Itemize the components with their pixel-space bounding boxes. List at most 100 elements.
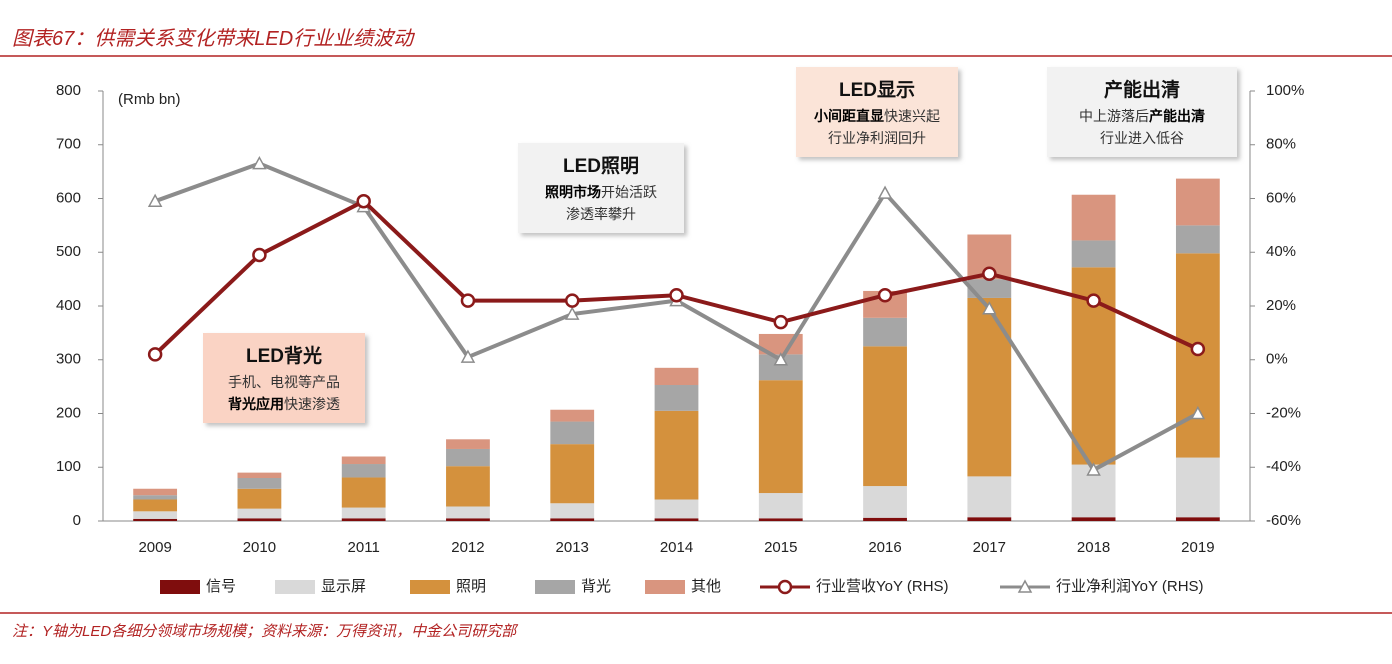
footnote: 注：Y轴为LED各细分领域市场规模；资料来源：万得资讯，中金公司研究部 <box>12 623 519 640</box>
legend-swatch <box>160 580 200 594</box>
y-tick-label: 0 <box>73 512 81 529</box>
y-tick-label: 100 <box>56 458 81 475</box>
line-marker <box>773 314 789 330</box>
bar-segment <box>446 448 490 467</box>
annotation-segment: 照明市场 <box>545 184 601 200</box>
bar-segment <box>446 518 490 521</box>
bar-segment <box>758 380 803 494</box>
y2-tick-label: 80% <box>1266 136 1296 153</box>
bar-segment <box>1175 225 1220 254</box>
line-marker <box>1190 405 1206 420</box>
annotation-segment: 手机、电视等产品 <box>228 374 340 390</box>
bar-segment <box>967 517 1012 521</box>
annotation-segment: 背光应用 <box>228 396 284 412</box>
annotation-title: LED背光 <box>246 344 322 367</box>
annotation-line: 中上游落后产能出清 <box>1079 108 1205 124</box>
bar-segment <box>1175 457 1220 518</box>
annotation-line: 照明市场开始活跃 <box>545 184 657 200</box>
x-tick-label: 2012 <box>451 539 484 556</box>
y-tick-label: 200 <box>56 404 81 421</box>
annotation-segment: 中上游落后 <box>1079 108 1149 124</box>
bar-segment <box>863 517 907 521</box>
bar-segment <box>341 507 386 519</box>
bar-segment <box>1175 517 1220 521</box>
line-marker <box>460 349 476 363</box>
annotation-line: 行业进入低谷 <box>1100 130 1184 146</box>
bar-segment <box>758 493 803 519</box>
line-marker <box>564 306 580 320</box>
bar-segment <box>654 367 699 386</box>
y-tick-label: 500 <box>56 243 81 260</box>
x-tick-label: 2017 <box>973 539 1006 556</box>
line-marker <box>147 347 163 362</box>
bar-segment <box>654 499 699 519</box>
bar-segment <box>133 488 178 496</box>
y-axis-label: (Rmb bn) <box>118 91 181 108</box>
y2-tick-label: 0% <box>1266 351 1288 368</box>
legend-marker <box>777 579 793 595</box>
line-marker <box>1086 462 1101 476</box>
bar-segment <box>550 444 595 504</box>
annotation-segment: 渗透率攀升 <box>566 206 636 222</box>
x-tick-label: 2010 <box>243 539 276 556</box>
bar-segment <box>1071 517 1116 521</box>
bar-segment <box>237 518 282 521</box>
annotation-segment: 开始活跃 <box>601 184 657 200</box>
annotation-title: LED显示 <box>839 79 915 101</box>
legend-label: 信号 <box>206 578 236 595</box>
bar-segment <box>863 346 907 487</box>
bar-segment <box>967 297 1012 477</box>
bar-segment <box>341 464 386 478</box>
annotation-title: 产能出清 <box>1104 78 1180 101</box>
bar-segment <box>237 478 282 489</box>
bar-segment <box>1071 194 1116 241</box>
annotation-line: 渗透率攀升 <box>566 206 636 222</box>
annotation-segment: 小间距直显 <box>814 108 884 124</box>
legend-swatch <box>645 580 685 594</box>
y-tick-label: 600 <box>56 189 81 206</box>
bar-segment <box>550 421 595 445</box>
line-marker <box>564 293 580 308</box>
bar-segment <box>863 486 907 518</box>
annotation-line: 手机、电视等产品 <box>228 374 340 390</box>
annotation-box <box>518 143 684 233</box>
x-tick-label: 2015 <box>764 539 797 556</box>
annotation-box <box>796 67 958 157</box>
annotation-segment: 快速兴起 <box>884 108 940 124</box>
bar-segment <box>863 317 907 347</box>
line-marker <box>669 288 684 303</box>
y-tick-label: 400 <box>56 297 81 314</box>
y2-tick-label: -40% <box>1266 458 1301 475</box>
bar-segment <box>654 410 699 500</box>
bar-segment <box>654 518 699 521</box>
bar-segment <box>1071 240 1116 268</box>
bar-segment <box>341 456 386 465</box>
bar-segment <box>133 499 178 512</box>
line-marker <box>147 193 163 207</box>
legend-label: 行业营收YoY (RHS) <box>816 578 949 595</box>
annotation-line: 小间距直显快速兴起 <box>814 108 940 124</box>
annotation-box <box>203 333 365 423</box>
bar-segment <box>446 466 490 507</box>
line-marker <box>877 288 893 303</box>
line-marker <box>1190 341 1206 357</box>
y2-tick-label: 20% <box>1266 297 1296 314</box>
line-marker <box>982 301 997 315</box>
legend-swatch <box>410 580 450 594</box>
bar-segment <box>341 518 386 521</box>
y-tick-label: 800 <box>56 82 81 99</box>
line-marker <box>877 185 893 199</box>
bar-segment <box>550 518 595 521</box>
bar-segment <box>237 508 282 519</box>
annotation-segment: 产能出清 <box>1149 108 1205 124</box>
annotation-line: 行业净利润回升 <box>828 130 926 146</box>
annotation-title: LED照明 <box>563 155 639 177</box>
bar-segment <box>133 518 178 521</box>
line-marker <box>252 247 267 263</box>
legend-label: 其他 <box>691 578 721 595</box>
bar-segment <box>550 409 595 422</box>
legend-label: 照明 <box>456 578 486 595</box>
bar-segment <box>967 476 1012 518</box>
bar-segment <box>133 511 178 519</box>
